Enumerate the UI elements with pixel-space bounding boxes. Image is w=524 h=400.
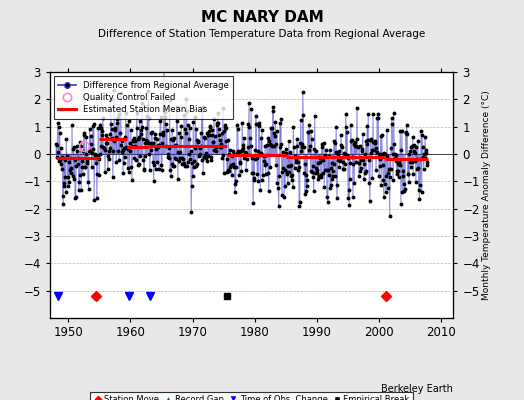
Text: MC NARY DAM: MC NARY DAM [201, 10, 323, 26]
Legend: Station Move, Record Gap, Time of Obs. Change, Empirical Break: Station Move, Record Gap, Time of Obs. C… [90, 392, 413, 400]
Text: Difference of Station Temperature Data from Regional Average: Difference of Station Temperature Data f… [99, 29, 425, 39]
Text: Berkeley Earth: Berkeley Earth [381, 384, 453, 394]
Y-axis label: Monthly Temperature Anomaly Difference (°C): Monthly Temperature Anomaly Difference (… [483, 90, 492, 300]
